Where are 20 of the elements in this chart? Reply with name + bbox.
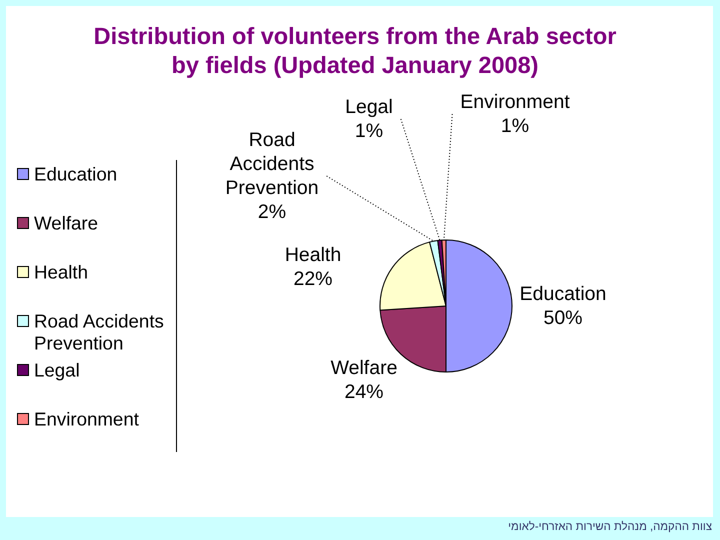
data-label: 22% [293, 268, 333, 290]
slice-label: Health [284, 244, 342, 266]
legend-label: Road Accidents Prevention [34, 310, 164, 354]
data-label: 1% [354, 120, 384, 142]
chart-title: Distribution of volunteers from the Arab sector by fields (Updated January 2008) [94, 23, 616, 78]
data-label: 24% [344, 381, 384, 403]
legend-label: Health [34, 262, 88, 282]
legend-label: Education [34, 164, 118, 184]
slice-label: Legal [345, 96, 393, 118]
data-label: 2% [258, 201, 286, 223]
text: צוות ההקמה, מנהלת השירות האזרחי-לאומי [508, 520, 712, 533]
legend-label: Legal [34, 360, 80, 380]
legend-label: Welfare [34, 212, 98, 234]
data-label: 50% [543, 307, 583, 329]
slice-label: Education [520, 283, 606, 305]
slice-label: Environment [460, 91, 570, 113]
slice-label: Road Accidents Prevention [225, 129, 319, 199]
legend-label: Environment [34, 408, 140, 430]
data-label: 1% [500, 115, 530, 137]
slice-label: Welfare [330, 357, 398, 379]
